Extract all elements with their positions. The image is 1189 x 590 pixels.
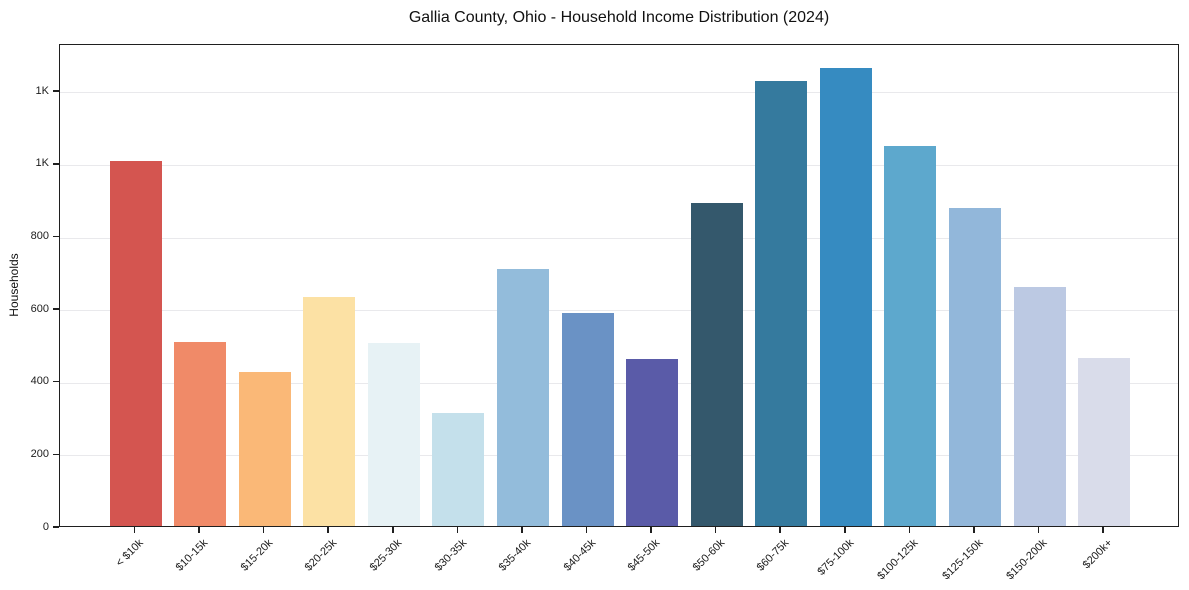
bar xyxy=(367,342,420,526)
x-tick-label: $25-30k xyxy=(367,537,405,574)
x-tick-label: $30-35k xyxy=(432,537,469,574)
bar xyxy=(496,268,549,526)
y-tick-label: 0 xyxy=(42,520,49,533)
bar xyxy=(174,341,227,526)
x-tick-mark xyxy=(1102,527,1104,533)
x-tick-label: $10-15k xyxy=(173,537,211,574)
x-tick-label: $200k+ xyxy=(1080,537,1115,572)
x-tick-mark xyxy=(521,527,523,533)
bar xyxy=(303,296,356,526)
x-tick-mark xyxy=(650,527,652,533)
x-tick-label: $45-50k xyxy=(625,537,663,574)
gridline xyxy=(60,455,1178,457)
x-tick-mark xyxy=(779,527,781,533)
x-tick-mark xyxy=(262,527,265,533)
x-tick-label: $50-60k xyxy=(690,537,728,574)
bar xyxy=(1013,286,1066,526)
x-tick-mark xyxy=(198,527,200,533)
x-tick-label: $20-25k xyxy=(303,537,340,574)
gridline xyxy=(60,92,1178,94)
x-tick-mark xyxy=(908,527,911,533)
y-tick-label: 200 xyxy=(30,447,49,460)
bar xyxy=(819,68,872,526)
x-tick-mark xyxy=(585,527,588,533)
x-tick-label: $15-20k xyxy=(238,537,276,574)
y-tick-mark xyxy=(53,453,59,456)
bar xyxy=(432,413,485,526)
y-tick-label: 1K xyxy=(35,84,49,97)
x-tick-label: $40-45k xyxy=(561,537,598,574)
x-tick-label: < $10k xyxy=(113,537,146,570)
y-tick-label: 800 xyxy=(30,230,49,242)
bar xyxy=(109,161,162,526)
y-tick-mark xyxy=(53,526,59,528)
bar xyxy=(690,202,743,526)
x-tick-mark xyxy=(973,527,975,533)
y-tick-label: 600 xyxy=(30,302,49,315)
gridline xyxy=(60,237,1178,239)
bar xyxy=(948,207,1001,526)
x-tick-mark xyxy=(844,527,846,533)
bar xyxy=(1078,357,1130,526)
x-tick-mark xyxy=(392,527,394,533)
bar xyxy=(238,372,291,526)
bar xyxy=(626,358,679,526)
x-tick-mark xyxy=(714,527,717,533)
plot-area xyxy=(59,44,1179,527)
x-tick-label: $35-40k xyxy=(496,537,534,574)
gridline xyxy=(60,310,1178,312)
y-tick-label: 400 xyxy=(30,375,49,388)
gridline xyxy=(60,382,1178,384)
y-tick-mark xyxy=(53,163,59,165)
x-tick-mark xyxy=(327,527,329,533)
x-tick-label: $150-200k xyxy=(1004,537,1050,583)
y-tick-mark xyxy=(53,90,59,92)
bar xyxy=(884,145,937,526)
y-tick-mark xyxy=(53,235,59,238)
gridline xyxy=(60,164,1178,166)
x-tick-label: $60-75k xyxy=(755,537,792,574)
chart-title: Gallia County, Ohio - Household Income D… xyxy=(408,9,830,26)
x-tick-mark xyxy=(133,527,136,533)
x-tick-label: $100-125k xyxy=(875,537,921,583)
y-tick-mark xyxy=(53,380,59,383)
y-tick-label: 1K xyxy=(35,157,49,170)
x-tick-mark xyxy=(1037,527,1040,533)
y-tick-mark xyxy=(53,308,59,310)
x-tick-mark xyxy=(456,527,459,533)
x-tick-label: $75-100k xyxy=(815,537,857,578)
y-axis-label: Households xyxy=(7,253,21,317)
x-tick-label: $125-150k xyxy=(940,537,986,583)
bar xyxy=(755,80,808,526)
bar xyxy=(561,312,614,526)
